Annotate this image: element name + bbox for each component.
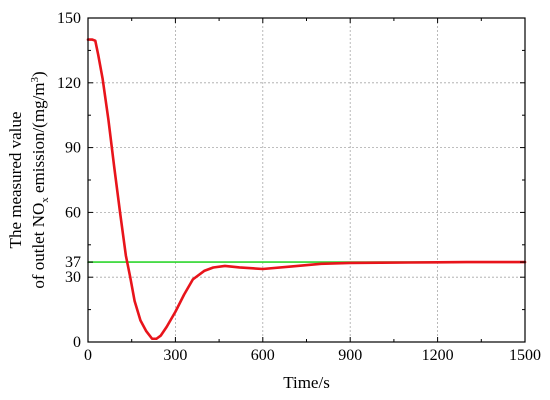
x-tick-label: 900	[338, 347, 362, 364]
x-tick-label: 0	[84, 347, 92, 364]
x-tick-label: 1200	[422, 347, 454, 364]
plot-frame	[87, 17, 526, 343]
y-tick-label: 90	[65, 140, 81, 157]
axis-ticks	[87, 17, 526, 343]
y-tick-label: 37	[65, 254, 81, 271]
y-tick-label: 120	[57, 75, 81, 92]
y-axis-title-suffix: )	[29, 71, 48, 77]
y-axis-title-line2: of outlet NOx emission/(mg/m3)	[29, 71, 51, 288]
series-line-measured	[86, 38, 527, 341]
series-group	[86, 38, 527, 341]
y-tick-label: 150	[57, 10, 81, 27]
y-axis-title-sub: x	[39, 197, 51, 203]
y-axis-title-mid: emission/(mg/m	[29, 82, 48, 197]
x-axis-title: Time/s	[283, 373, 330, 392]
y-tick-label: 30	[65, 269, 81, 286]
y-axis-title-prefix: of outlet NO	[29, 203, 48, 289]
x-tick-label: 300	[163, 347, 187, 364]
x-tick-labels: 0 300 600 900 1200 1500	[84, 347, 541, 364]
x-tick-label: 1500	[509, 347, 541, 364]
y-axis-title: The measured value of outlet NOx emissio…	[6, 71, 51, 288]
y-axis-title-sup: 3	[29, 76, 41, 82]
grid	[88, 18, 525, 342]
y-tick-label: 0	[73, 334, 81, 351]
y-tick-label: 60	[65, 204, 81, 221]
x-tick-label: 600	[251, 347, 275, 364]
y-axis-title-line1: The measured value	[6, 112, 25, 249]
